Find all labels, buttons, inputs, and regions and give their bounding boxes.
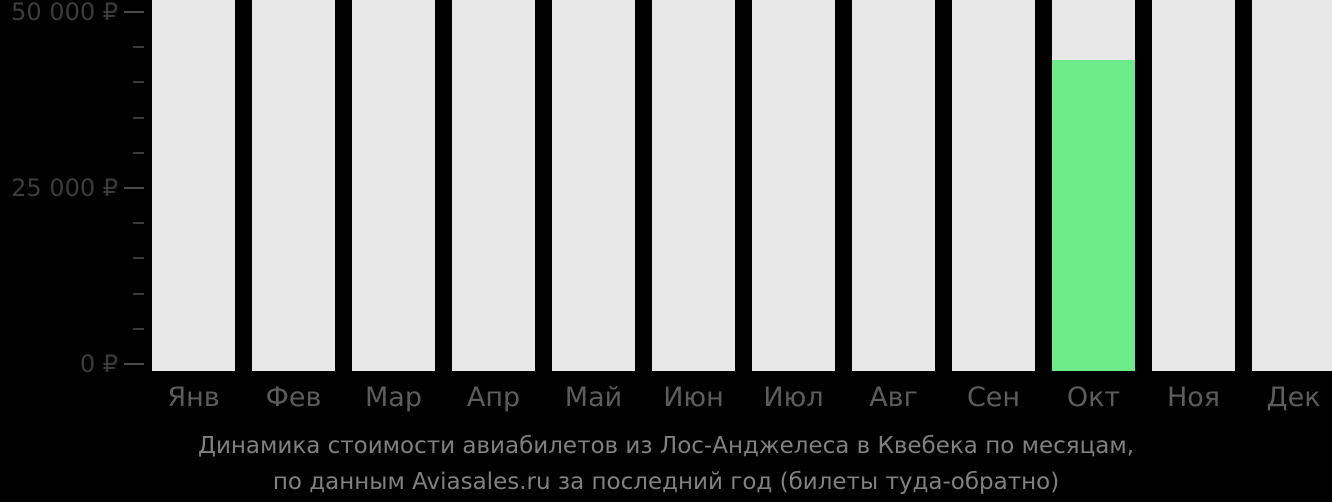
- x-axis-label-янв: Янв: [167, 382, 220, 413]
- y-axis-label-25000: 25 000 ₽: [11, 174, 118, 202]
- bar-track: [352, 0, 435, 371]
- y-tick-40000: [133, 81, 144, 84]
- bar-11[interactable]: [1152, 0, 1235, 371]
- y-tick-20000: [133, 222, 144, 225]
- bar-12[interactable]: [1252, 0, 1332, 371]
- y-tick-25000: [124, 187, 144, 189]
- y-axis-label-50000: 50 000 ₽: [11, 0, 118, 26]
- y-tick-50000: [124, 11, 144, 13]
- bar-track: [1152, 0, 1235, 371]
- bar-track: [552, 0, 635, 371]
- x-axis-label-фев: Фев: [265, 382, 322, 413]
- x-axis-label-июн: Июн: [663, 382, 724, 413]
- y-tick-10000: [133, 292, 144, 295]
- y-tick-35000: [133, 116, 144, 119]
- x-axis-label-ноя: Ноя: [1166, 382, 1221, 413]
- y-tick-30000: [133, 151, 144, 154]
- bar-9[interactable]: [952, 0, 1035, 371]
- bar-8[interactable]: [852, 0, 935, 371]
- y-tick-15000: [133, 257, 144, 260]
- bar-track: [952, 0, 1035, 371]
- x-axis-label-сен: Сен: [966, 382, 1021, 413]
- bar-track: [752, 0, 835, 371]
- x-axis-label-дек: Дек: [1266, 382, 1321, 413]
- x-axis-label-июл: Июл: [763, 382, 824, 413]
- x-axis-label-окт: Окт: [1066, 382, 1121, 413]
- bar-track: [1252, 0, 1332, 371]
- bar-track: [152, 0, 235, 371]
- y-tick-5000: [133, 327, 144, 330]
- bar-6[interactable]: [652, 0, 735, 371]
- x-axis-labels: Янв Фев Мар Апр Май Июн Июл Авг Сен Окт Ноя Дек: [0, 372, 1332, 424]
- y-axis: 0 ₽ 25 000 ₽ 50 000 ₽: [0, 0, 152, 376]
- bar-4[interactable]: [452, 0, 535, 371]
- bar-fill-окт: [1052, 59, 1135, 371]
- y-tick-0: [124, 363, 144, 365]
- x-axis-label-апр: Апр: [466, 382, 521, 413]
- chart-caption: Динамика стоимости авиабилетов из Лос-Ан…: [0, 428, 1332, 500]
- bar-track: [252, 0, 335, 371]
- bar-7[interactable]: [752, 0, 835, 371]
- bar-5[interactable]: [552, 0, 635, 371]
- caption-line-2: по данным Aviasales.ru за последний год …: [272, 469, 1060, 495]
- bar-1[interactable]: [152, 0, 235, 371]
- bar-10[interactable]: [1052, 0, 1135, 371]
- bar-2[interactable]: [252, 0, 335, 371]
- x-axis-label-авг: Авг: [869, 382, 918, 413]
- x-axis-label-май: Май: [564, 382, 623, 413]
- bar-3[interactable]: [352, 0, 435, 371]
- bar-track: [852, 0, 935, 371]
- x-axis-label-мар: Мар: [365, 382, 422, 413]
- y-tick-45000: [133, 46, 144, 49]
- bar-track: [452, 0, 535, 371]
- caption-line-1: Динамика стоимости авиабилетов из Лос-Ан…: [197, 433, 1135, 459]
- bar-track: [652, 0, 735, 371]
- y-axis-label-0: 0 ₽: [79, 350, 118, 378]
- chart-plot-area: 0 ₽ 25 000 ₽ 50 000 ₽: [0, 0, 1332, 376]
